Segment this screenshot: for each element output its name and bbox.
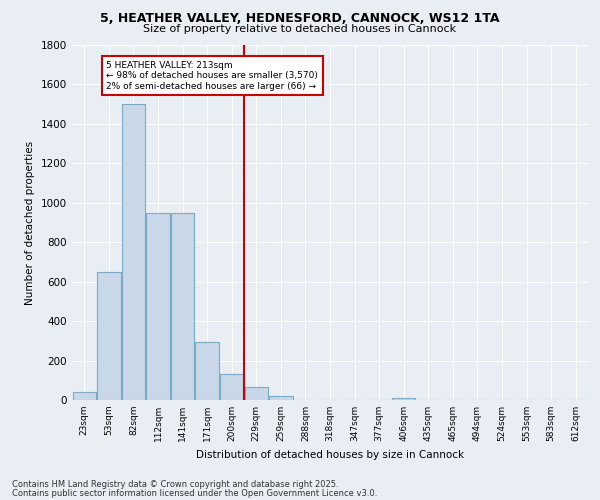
Bar xyxy=(146,212,170,400)
Bar xyxy=(122,104,145,400)
Text: 5 HEATHER VALLEY: 213sqm
← 98% of detached houses are smaller (3,570)
2% of semi: 5 HEATHER VALLEY: 213sqm ← 98% of detach… xyxy=(106,61,318,90)
Bar xyxy=(220,374,244,400)
Bar xyxy=(73,392,96,400)
Text: Size of property relative to detached houses in Cannock: Size of property relative to detached ho… xyxy=(143,24,457,34)
Bar xyxy=(392,398,415,400)
Bar xyxy=(196,342,219,400)
Bar xyxy=(245,387,268,400)
Bar xyxy=(171,212,194,400)
Text: Contains HM Land Registry data © Crown copyright and database right 2025.: Contains HM Land Registry data © Crown c… xyxy=(12,480,338,489)
Text: 5, HEATHER VALLEY, HEDNESFORD, CANNOCK, WS12 1TA: 5, HEATHER VALLEY, HEDNESFORD, CANNOCK, … xyxy=(100,12,500,26)
Text: Contains public sector information licensed under the Open Government Licence v3: Contains public sector information licen… xyxy=(12,489,377,498)
X-axis label: Distribution of detached houses by size in Cannock: Distribution of detached houses by size … xyxy=(196,450,464,460)
Bar xyxy=(97,272,121,400)
Bar xyxy=(269,396,293,400)
Y-axis label: Number of detached properties: Number of detached properties xyxy=(25,140,35,304)
